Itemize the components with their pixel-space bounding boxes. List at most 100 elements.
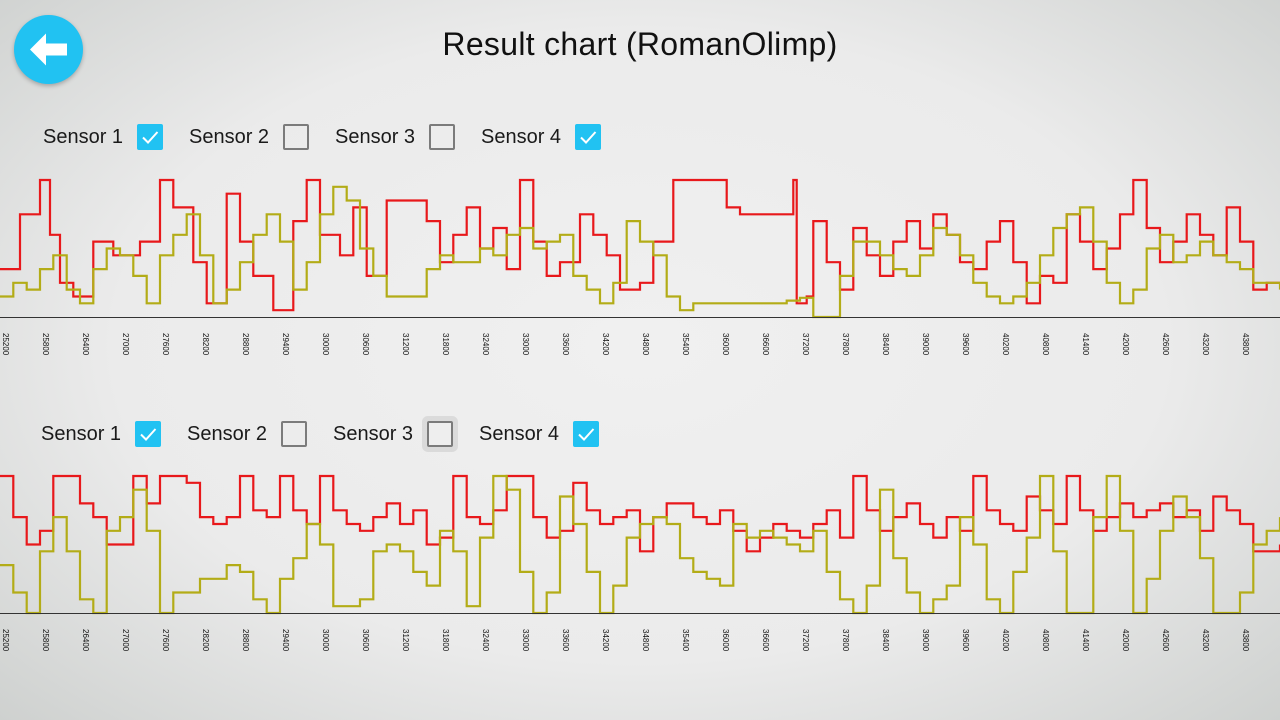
x-tick-label: 32400: [481, 333, 490, 356]
x-tick-label: 43800: [1241, 333, 1250, 356]
checkmark-icon: [142, 131, 159, 144]
sensor-label: Sensor 3: [333, 422, 414, 445]
x-tick-label: 29400: [281, 333, 290, 356]
x-tick-label: 30000: [321, 629, 330, 652]
x-tick-label: 36600: [761, 333, 770, 356]
x-tick-label: 33000: [521, 333, 530, 356]
x-tick-label: 29400: [281, 629, 290, 652]
sensor-4-checkbox[interactable]: [575, 124, 602, 150]
x-tick-label: 39600: [961, 333, 970, 356]
x-tick-label: 42000: [1121, 629, 1130, 652]
x-tick-label: 25200: [1, 629, 10, 652]
x-tick-label: 30600: [361, 333, 370, 356]
sensor-series-line-2: [0, 185, 1280, 319]
sensor-3-toggle[interactable]: Sensor 3: [335, 117, 456, 157]
x-tick-label: 36600: [761, 629, 770, 652]
x-tick-label: 40800: [1041, 333, 1050, 356]
x-tick-label: 34800: [641, 629, 650, 652]
x-tick-label: 37200: [801, 629, 810, 652]
x-tick-label: 40800: [1041, 629, 1050, 652]
sensor-2-checkbox[interactable]: [281, 421, 308, 447]
x-tick-label: 40200: [1001, 629, 1010, 652]
sensor-3-checkbox[interactable]: [427, 421, 454, 447]
sensor-1-toggle[interactable]: Sensor 1: [43, 117, 164, 157]
sensor-4-toggle[interactable]: Sensor 4: [481, 117, 602, 157]
x-tick-label: 28800: [241, 333, 250, 356]
x-tick-label: 28200: [201, 333, 210, 356]
x-tick-label: 28800: [241, 629, 250, 652]
line-chart: 25200 25800 26400 27000 27600 28200 28800 29400…: [0, 178, 1280, 356]
sensor-label: Sensor 3: [335, 125, 416, 148]
x-tick-label: 30000: [321, 333, 330, 356]
x-tick-label: 34200: [601, 629, 610, 652]
sensor-chart-1: 25200 25800 26400 27000 27600 28200 28800 29400…: [0, 170, 1280, 360]
sensor-4-checkbox[interactable]: [573, 421, 600, 447]
x-tick-label: 43800: [1241, 629, 1250, 652]
x-tick-label: 28200: [201, 629, 210, 652]
sensor-label: Sensor 2: [187, 422, 268, 445]
x-tick-label: 34200: [601, 333, 610, 356]
x-tick-label: 41400: [1081, 333, 1090, 356]
x-tick-label: 34800: [641, 333, 650, 356]
x-tick-label: 33600: [561, 629, 570, 652]
sensor-2-toggle[interactable]: Sensor 2: [189, 117, 310, 157]
x-tick-label: 26400: [81, 629, 90, 652]
x-tick-label: 33600: [561, 333, 570, 356]
x-tick-label: 37800: [841, 333, 850, 356]
x-tick-label: 37800: [841, 629, 850, 652]
x-tick-label: 27000: [121, 629, 130, 652]
sensor-3-checkbox[interactable]: [429, 124, 456, 150]
sensor-1-checkbox[interactable]: [135, 421, 162, 447]
x-tick-label: 41400: [1081, 629, 1090, 652]
sensor-toggle-row-2: Sensor 1 Sensor 2 Sensor 3 Sensor 4: [0, 414, 640, 454]
x-tick-label: 43200: [1201, 629, 1210, 652]
sensor-1-checkbox[interactable]: [137, 124, 164, 150]
x-tick-label: 31200: [401, 629, 410, 652]
x-tick-label: 32400: [481, 629, 490, 652]
page-title: Result chart (RomanOlimp): [442, 26, 838, 62]
sensor-series-line-2: [0, 474, 1280, 615]
x-tick-label: 39000: [921, 629, 930, 652]
x-tick-label: 27000: [121, 333, 130, 356]
x-tick-label: 42600: [1161, 629, 1170, 652]
sensor-label: Sensor 4: [479, 422, 560, 445]
x-tick-label: 42600: [1161, 333, 1170, 356]
x-tick-label: 38400: [881, 333, 890, 356]
sensor-label: Sensor 1: [41, 422, 122, 445]
x-tick-label: 38400: [881, 629, 890, 652]
sensor-series-line-1: [0, 474, 1280, 553]
sensor-label: Sensor 4: [481, 125, 562, 148]
x-tick-label: 37200: [801, 333, 810, 356]
checkmark-icon: [140, 428, 157, 441]
x-tick-label: 25200: [1, 333, 10, 356]
x-tick-label: 26400: [81, 333, 90, 356]
x-tick-label: 39600: [961, 629, 970, 652]
x-tick-label: 31800: [441, 629, 450, 652]
x-tick-label: 27600: [161, 629, 170, 652]
x-tick-label: 43200: [1201, 333, 1210, 356]
sensor-1-toggle[interactable]: Sensor 1: [41, 414, 162, 454]
sensor-4-toggle[interactable]: Sensor 4: [479, 414, 600, 454]
line-chart: 25200 25800 26400 27000 27600 28200 28800 29400…: [0, 474, 1280, 652]
sensor-label: Sensor 2: [189, 125, 270, 148]
sensor-series-line-1: [0, 178, 1280, 312]
x-tick-label: 31200: [401, 333, 410, 356]
x-tick-label: 30600: [361, 629, 370, 652]
x-tick-label: 25800: [41, 333, 50, 356]
x-tick-label: 35400: [681, 333, 690, 356]
sensor-toggle-row-1: Sensor 1 Sensor 2 Sensor 3 Sensor 4: [0, 117, 640, 157]
sensor-2-toggle[interactable]: Sensor 2: [187, 414, 308, 454]
checkmark-icon: [580, 131, 597, 144]
x-tick-label: 25800: [41, 629, 50, 652]
sensor-3-toggle[interactable]: Sensor 3: [333, 414, 454, 454]
x-tick-label: 35400: [681, 629, 690, 652]
sensor-chart-2: 25200 25800 26400 27000 27600 28200 28800 29400…: [0, 466, 1280, 656]
x-tick-label: 40200: [1001, 333, 1010, 356]
x-tick-label: 27600: [161, 333, 170, 356]
back-button[interactable]: [14, 15, 83, 84]
sensor-label: Sensor 1: [43, 125, 124, 148]
x-tick-label: 36000: [721, 629, 730, 652]
arrow-left-icon: [30, 33, 67, 66]
sensor-2-checkbox[interactable]: [283, 124, 310, 150]
x-tick-label: 36000: [721, 333, 730, 356]
